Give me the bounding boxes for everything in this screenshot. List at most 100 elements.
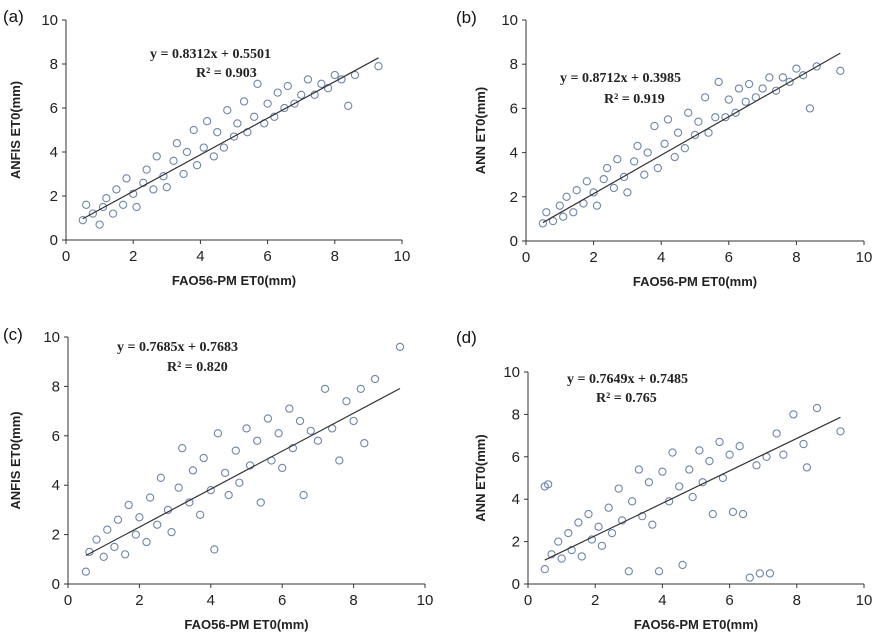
data-point xyxy=(88,209,98,218)
data-point xyxy=(799,439,808,449)
data-point xyxy=(765,569,775,578)
x-tick-label: 4 xyxy=(196,248,204,265)
data-point xyxy=(113,515,123,524)
data-point xyxy=(370,374,380,384)
data-point xyxy=(658,467,667,476)
data-point xyxy=(538,219,548,228)
data-point xyxy=(599,174,608,184)
y-tick-label: 4 xyxy=(510,145,518,162)
data-point xyxy=(349,416,358,426)
x-tick-label: 10 xyxy=(856,249,873,266)
data-point xyxy=(142,165,151,174)
y-tick-label: 0 xyxy=(50,232,58,249)
data-point xyxy=(350,70,360,80)
data-point xyxy=(108,209,118,218)
data-point xyxy=(708,509,717,519)
data-point xyxy=(110,542,119,552)
data-point xyxy=(544,480,553,489)
data-point xyxy=(619,172,629,182)
data-point xyxy=(685,465,694,474)
data-point xyxy=(112,185,121,194)
data-point xyxy=(735,442,744,451)
data-point xyxy=(779,450,788,459)
data-point xyxy=(569,208,578,217)
data-point xyxy=(256,498,265,507)
data-point xyxy=(594,522,603,531)
regression-equation: y = 0.7685x + 0.7683 xyxy=(117,340,238,355)
y-tick-label: 2 xyxy=(52,527,60,544)
x-tick-label: 4 xyxy=(657,249,665,266)
data-point xyxy=(614,484,623,493)
data-point xyxy=(132,202,141,212)
regression-line xyxy=(542,52,841,224)
data-point xyxy=(192,161,202,170)
data-point xyxy=(153,520,162,529)
data-point xyxy=(92,535,101,544)
data-point xyxy=(245,461,255,470)
data-point xyxy=(633,141,642,151)
data-point xyxy=(395,342,405,352)
data-point xyxy=(643,148,652,157)
data-point xyxy=(82,200,91,209)
data-point xyxy=(330,70,339,80)
y-tick-label: 6 xyxy=(50,100,58,117)
data-point xyxy=(224,490,233,500)
panel-c: 0 2 4 6 8 10 0 2 4 6 8 10 FAO56-PM ET0(mm) ANFIS ET0(… xyxy=(3,325,433,632)
data-point xyxy=(167,527,176,537)
x-tick-label: 2 xyxy=(591,592,599,609)
x-tick-label: 4 xyxy=(658,592,666,609)
x-tick-label: 2 xyxy=(135,592,143,609)
data-point xyxy=(694,117,703,126)
x-tick-label: 2 xyxy=(129,248,137,265)
data-point xyxy=(548,216,558,226)
data-point xyxy=(812,403,822,413)
data-point xyxy=(202,117,212,126)
data-point xyxy=(799,71,808,80)
data-point xyxy=(559,212,568,221)
data-point xyxy=(714,77,723,87)
data-point xyxy=(574,518,583,527)
data-point xyxy=(95,220,104,229)
data-point xyxy=(654,567,664,576)
data-point xyxy=(805,104,815,113)
x-tick-label: 8 xyxy=(349,592,357,609)
data-point xyxy=(634,465,644,474)
data-point xyxy=(711,113,720,122)
data-point xyxy=(572,186,581,195)
data-point xyxy=(169,156,178,165)
data-point xyxy=(564,528,573,538)
x-tick-label: 6 xyxy=(263,248,271,265)
x-tick-label: 6 xyxy=(725,592,733,609)
x-tick-label: 10 xyxy=(856,592,873,609)
data-point xyxy=(660,139,669,148)
data-point xyxy=(213,128,222,137)
panel-label: (c) xyxy=(3,325,23,344)
data-point xyxy=(172,139,182,148)
data-point xyxy=(223,106,232,115)
data-point xyxy=(156,473,165,482)
x-axis-label: FAO56-PM ET0(mm) xyxy=(633,274,757,289)
y-tick-label: 8 xyxy=(50,56,58,73)
x-tick-label: 0 xyxy=(522,249,530,266)
data-point xyxy=(592,201,602,210)
data-point xyxy=(602,163,612,173)
r-squared-label: R² = 0.903 xyxy=(196,66,257,81)
data-point xyxy=(715,437,724,447)
y-axis-label: ANFIS ET0(mm) xyxy=(8,81,23,179)
data-point xyxy=(724,95,733,104)
data-point xyxy=(772,429,781,438)
data-point xyxy=(288,443,298,453)
data-point xyxy=(178,443,187,453)
data-point xyxy=(99,552,108,561)
data-point xyxy=(653,163,662,173)
data-point xyxy=(678,560,687,570)
data-point xyxy=(542,208,551,217)
regression-equation: y = 0.8712x + 0.3985 xyxy=(560,71,681,86)
data-point xyxy=(263,99,272,108)
data-point xyxy=(785,77,794,87)
data-point xyxy=(149,185,158,194)
data-point xyxy=(648,520,657,529)
r-squared-label: R² = 0.919 xyxy=(604,92,665,107)
data-point xyxy=(242,424,251,433)
data-point xyxy=(728,507,738,517)
